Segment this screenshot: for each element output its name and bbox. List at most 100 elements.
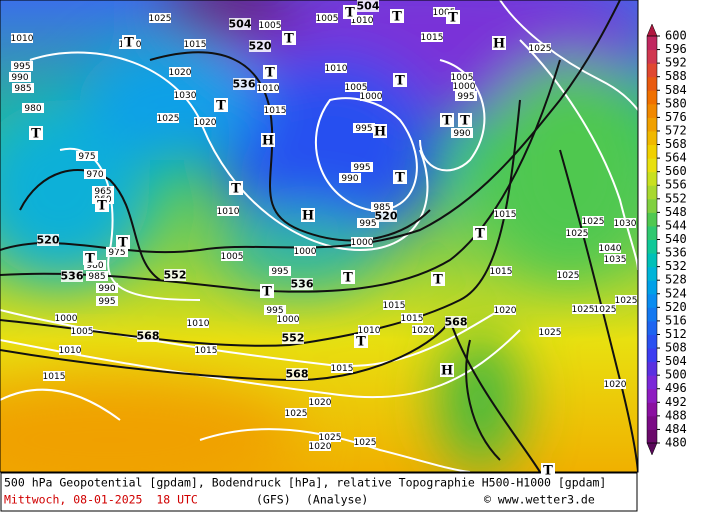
center-label-bg bbox=[263, 65, 277, 79]
colorbar-segment bbox=[647, 293, 657, 308]
pressure-label-bg bbox=[194, 117, 216, 127]
pressure-label-bg bbox=[529, 43, 551, 53]
colorbar-segment bbox=[647, 63, 657, 78]
geopotential-label: 536 bbox=[233, 78, 256, 91]
center-label-bg bbox=[343, 5, 357, 19]
pressure-label-bg bbox=[59, 345, 81, 355]
pressure-center: T bbox=[118, 236, 128, 251]
colorbar-segment bbox=[647, 171, 657, 186]
pressure-label: 1015 bbox=[331, 364, 354, 374]
center-label-bg bbox=[122, 35, 136, 49]
pressure-center: T bbox=[31, 127, 41, 142]
pressure-label-bg bbox=[86, 271, 108, 281]
pressure-label-bg bbox=[614, 218, 636, 228]
pressure-label-bg bbox=[490, 266, 512, 276]
pressure-label-bg bbox=[174, 90, 196, 100]
pressure-label: 1020 bbox=[604, 380, 627, 390]
pressure-label-bg bbox=[494, 209, 516, 219]
pressure-label: 1015 bbox=[421, 33, 444, 43]
pressure-label: 1020 bbox=[494, 306, 517, 316]
pressure-label: 1010 bbox=[325, 64, 348, 74]
geopotential-label: 568 bbox=[445, 316, 468, 329]
pressure-label-bg bbox=[259, 20, 281, 30]
pressure-label-bg bbox=[599, 243, 621, 253]
colorbar-segment bbox=[647, 415, 657, 430]
center-label-bg bbox=[373, 124, 387, 138]
colorbar-segment bbox=[647, 144, 657, 159]
colorbar-tick-label: 572 bbox=[665, 123, 687, 137]
geopotential-label-bg bbox=[291, 278, 313, 290]
pressure-label: 1005 bbox=[259, 21, 282, 31]
colorbar-tick-label: 568 bbox=[665, 137, 687, 151]
pressure-label: 990 bbox=[341, 174, 358, 184]
pressure-label: 1030 bbox=[614, 219, 637, 229]
colorbar-segment bbox=[647, 90, 657, 105]
center-label-bg bbox=[354, 334, 368, 348]
center-label-bg bbox=[541, 463, 555, 477]
colorbar: 6005965925885845805765725685645605565525… bbox=[646, 23, 687, 456]
pressure-center: T bbox=[345, 6, 355, 21]
pressure-label-bg bbox=[43, 371, 65, 381]
footer-date: Mittwoch, 08-01-2025 18 UTC bbox=[4, 493, 198, 507]
geopotential-label: 536 bbox=[61, 270, 84, 283]
colorbar-tick-label: 484 bbox=[665, 422, 687, 436]
colorbar-segment bbox=[647, 402, 657, 417]
pressure-label-bg bbox=[12, 83, 34, 93]
pressure-label: 1000 bbox=[55, 314, 78, 324]
pressure-center: H bbox=[493, 37, 505, 52]
pressure-label: 995 bbox=[457, 92, 474, 102]
colorbar-tick-label: 584 bbox=[665, 83, 687, 97]
colorbar-segment bbox=[647, 49, 657, 64]
geopotential-label: 520 bbox=[37, 234, 60, 247]
colorbar-tick-label: 540 bbox=[665, 232, 687, 246]
colorbar-tick-label: 520 bbox=[665, 300, 687, 314]
colorbar-tick-label: 528 bbox=[665, 273, 687, 287]
pressure-label-bg bbox=[325, 63, 347, 73]
pressure-label: 1005 bbox=[433, 8, 456, 18]
colorbar-segment bbox=[647, 334, 657, 349]
pressure-label-bg bbox=[494, 305, 516, 315]
center-label-bg bbox=[458, 113, 472, 127]
pressure-label: 995 bbox=[13, 62, 30, 72]
footer-credit: © www.wetter3.de bbox=[484, 493, 595, 507]
center-label-bg bbox=[393, 170, 407, 184]
geopotential-label-bg bbox=[61, 270, 83, 282]
pressure-label-bg bbox=[195, 345, 217, 355]
pressure-center: T bbox=[356, 335, 366, 350]
pressure-label-bg bbox=[96, 283, 118, 293]
pressure-label-bg bbox=[169, 67, 191, 77]
pressure-label: 1040 bbox=[599, 244, 622, 254]
pressure-label-bg bbox=[71, 326, 93, 336]
pressure-label-bg bbox=[149, 13, 171, 23]
center-label-bg bbox=[446, 10, 460, 24]
pressure-label: 1005 bbox=[316, 14, 339, 24]
pressure-center: H bbox=[374, 125, 386, 140]
colorbar-tick-label: 536 bbox=[665, 246, 687, 260]
pressure-center: T bbox=[85, 252, 95, 267]
pressure-label: 1025 bbox=[354, 438, 377, 448]
pressure-label-bg bbox=[453, 81, 475, 91]
geopotential-label: 520 bbox=[375, 210, 398, 223]
pressure-center: T bbox=[97, 199, 107, 214]
pressure-label-bg bbox=[539, 327, 561, 337]
pressure-label: 1005 bbox=[71, 327, 94, 337]
pressure-label-bg bbox=[11, 61, 33, 71]
pressure-label-bg bbox=[433, 7, 455, 17]
center-label-bg bbox=[431, 272, 445, 286]
colorbar-segment bbox=[647, 76, 657, 91]
center-label-bg bbox=[393, 73, 407, 87]
colorbar-segment bbox=[647, 361, 657, 376]
center-label-bg bbox=[440, 113, 454, 127]
footer-model: (GFS) bbox=[256, 493, 291, 507]
colorbar-tick-label: 556 bbox=[665, 178, 687, 192]
pressure-label-bg bbox=[187, 318, 209, 328]
colorbar-tick-label: 504 bbox=[665, 354, 687, 368]
geopotential-label-bg bbox=[282, 332, 304, 344]
pressure-label-bg bbox=[217, 206, 239, 216]
pressure-label-bg bbox=[345, 82, 367, 92]
footer-box bbox=[0, 472, 638, 512]
pressure-label: 1010 bbox=[351, 16, 374, 26]
pressure-label: 990 bbox=[11, 73, 28, 83]
pressure-center: H bbox=[262, 134, 274, 149]
